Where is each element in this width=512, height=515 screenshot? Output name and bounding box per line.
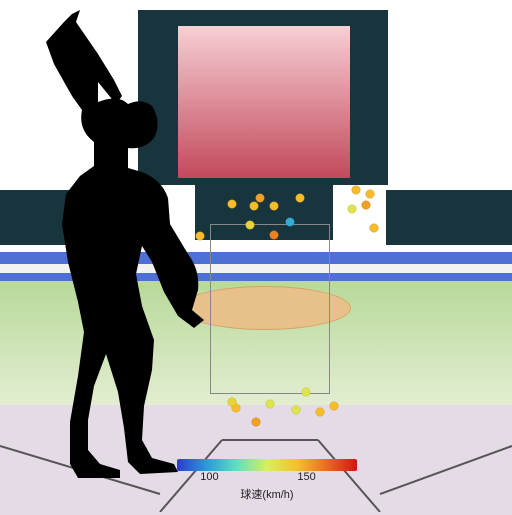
speed-colorbar (177, 459, 357, 471)
pitch-dot (286, 218, 295, 227)
pitch-dot (316, 408, 325, 417)
speed-ticks: 100 150 (177, 471, 357, 485)
pitch-dot (270, 231, 279, 240)
pitch-dot (296, 194, 305, 203)
pitch-dot (366, 190, 375, 199)
pitch-dot (256, 194, 265, 203)
pitch-dot (352, 186, 361, 195)
pitch-dot (330, 402, 339, 411)
batter-silhouette (2, 10, 252, 490)
speed-legend: 100 150 球速(km/h) (172, 459, 362, 502)
speed-axis-label: 球速(km/h) (172, 486, 362, 502)
speed-tick: 100 (200, 471, 218, 483)
pitch-dot (348, 205, 357, 214)
pitch-dot (292, 406, 301, 415)
pitch-dot (252, 418, 261, 427)
speed-tick: 150 (297, 471, 315, 483)
pitch-dot (302, 388, 311, 397)
pitch-location-chart: 100 150 球速(km/h) (0, 0, 512, 512)
pitch-dot (362, 201, 371, 210)
pitch-dot (370, 224, 379, 233)
pitch-dot (266, 400, 275, 409)
pitch-dot (270, 202, 279, 211)
